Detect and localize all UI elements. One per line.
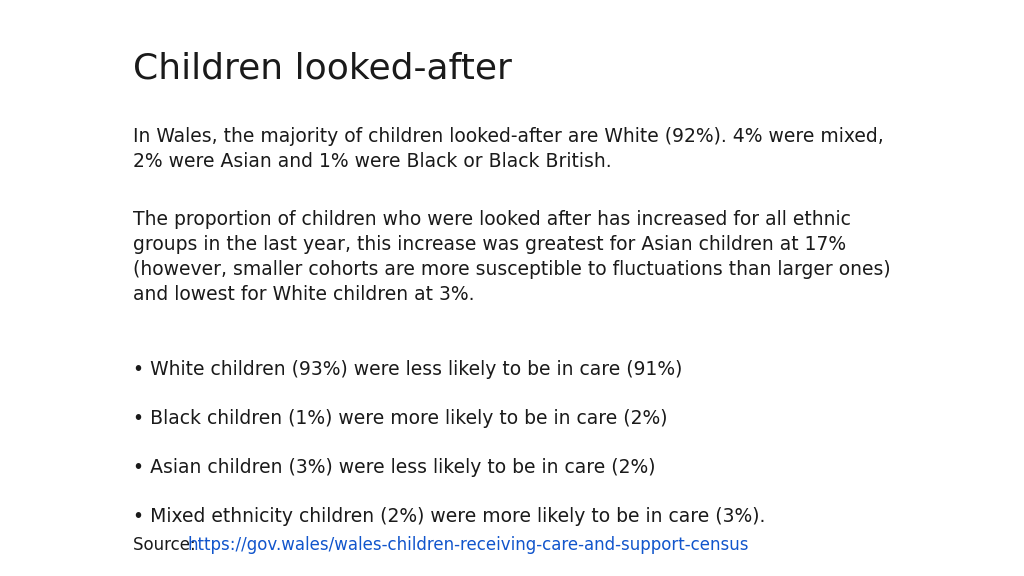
Text: • White children (93%) were less likely to be in care (91%): • White children (93%) were less likely … xyxy=(133,360,682,379)
Text: • Asian children (3%) were less likely to be in care (2%): • Asian children (3%) were less likely t… xyxy=(133,458,655,477)
Text: The proportion of children who were looked after has increased for all ethnic
gr: The proportion of children who were look… xyxy=(133,210,891,304)
Text: • Mixed ethnicity children (2%) were more likely to be in care (3%).: • Mixed ethnicity children (2%) were mor… xyxy=(133,507,765,526)
Text: Children looked-after: Children looked-after xyxy=(133,52,512,86)
Text: https://gov.wales/wales-children-receiving-care-and-support-census: https://gov.wales/wales-children-receivi… xyxy=(187,536,750,554)
Text: • Black children (1%) were more likely to be in care (2%): • Black children (1%) were more likely t… xyxy=(133,409,668,428)
Text: Source:: Source: xyxy=(133,536,201,554)
Text: In Wales, the majority of children looked-after are White (92%). 4% were mixed,
: In Wales, the majority of children looke… xyxy=(133,127,884,170)
